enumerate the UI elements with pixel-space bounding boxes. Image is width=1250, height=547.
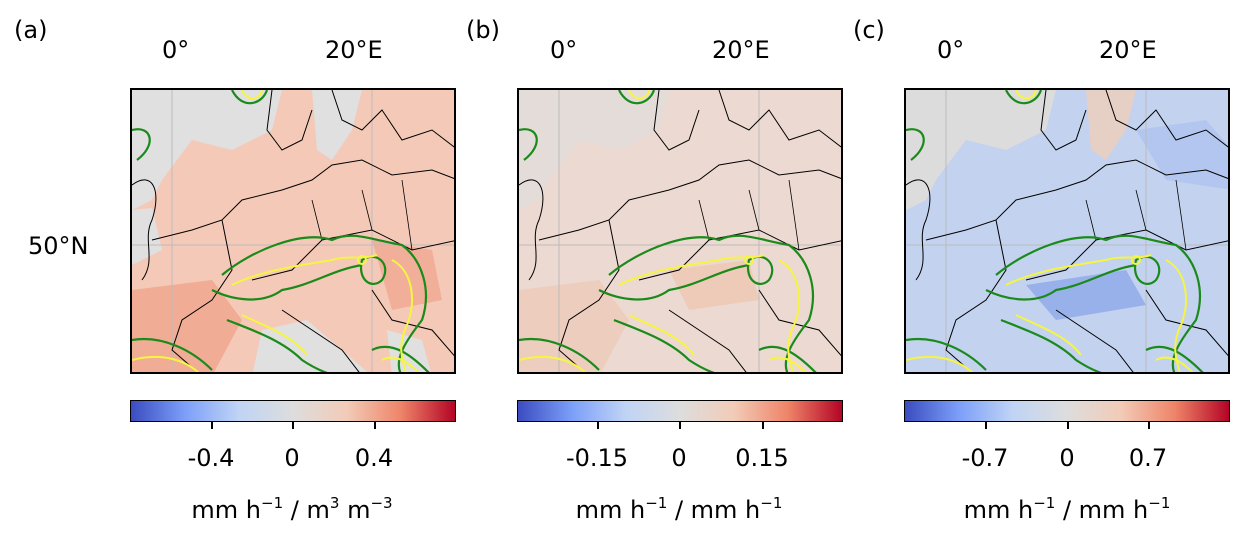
map-a-svg	[132, 90, 454, 372]
lon-label-0-b: 0°	[550, 36, 578, 64]
map-a	[130, 88, 456, 374]
colorbar-b-ticklabel-zero: 0	[671, 444, 687, 472]
colorbar-c-tick-neg	[985, 421, 987, 429]
colorbar-b-ticklabel-pos: 0.15	[735, 444, 789, 472]
panel-label-b: (b)	[466, 16, 500, 44]
colorbar-c-unit: mm h−1 / mm h−1	[963, 494, 1171, 524]
colorbar-c-ticklabel-zero: 0	[1059, 444, 1075, 472]
panel-label-a: (a)	[14, 16, 48, 44]
colorbar-a-ticklabel-neg: -0.4	[187, 444, 235, 472]
colorbar-c-ticklabel-pos: 0.7	[1128, 444, 1168, 472]
lon-label-20e-a: 20°E	[325, 36, 383, 64]
lat-label-50n: 50°N	[28, 232, 89, 260]
map-c-svg	[906, 90, 1228, 372]
panel-label-c: (c)	[853, 16, 885, 44]
colorbar-b-unit: mm h−1 / mm h−1	[575, 494, 783, 524]
colorbar-c-tick-zero	[1067, 421, 1069, 429]
colorbar-c-tick-pos	[1148, 421, 1150, 429]
lon-label-0-c: 0°	[937, 36, 965, 64]
colorbar-a-tick-neg	[211, 421, 213, 429]
colorbar-c-ticklabel-neg: -0.7	[961, 444, 1009, 472]
colorbar-a-unit: mm h−1 / m3 m−3	[191, 494, 393, 524]
colorbar-b-ticklabel-neg: -0.15	[565, 444, 629, 472]
colorbar-a-ticklabel-zero: 0	[284, 444, 300, 472]
map-c	[904, 88, 1230, 374]
colorbar-b-tick-pos	[762, 421, 764, 429]
colorbar-a-tick-pos	[374, 421, 376, 429]
map-b-svg	[519, 90, 841, 372]
colorbar-b-tick-zero	[679, 421, 681, 429]
colorbar-a-tick-zero	[292, 421, 294, 429]
colorbar-a-ticklabel-pos: 0.4	[354, 444, 394, 472]
colorbar-b	[517, 400, 843, 422]
map-b	[517, 88, 843, 374]
lon-label-20e-c: 20°E	[1099, 36, 1157, 64]
lon-label-0-a: 0°	[162, 36, 190, 64]
colorbar-b-tick-neg	[597, 421, 599, 429]
colorbar-c	[904, 400, 1230, 422]
colorbar-a	[130, 400, 456, 422]
lon-label-20e-b: 20°E	[712, 36, 770, 64]
